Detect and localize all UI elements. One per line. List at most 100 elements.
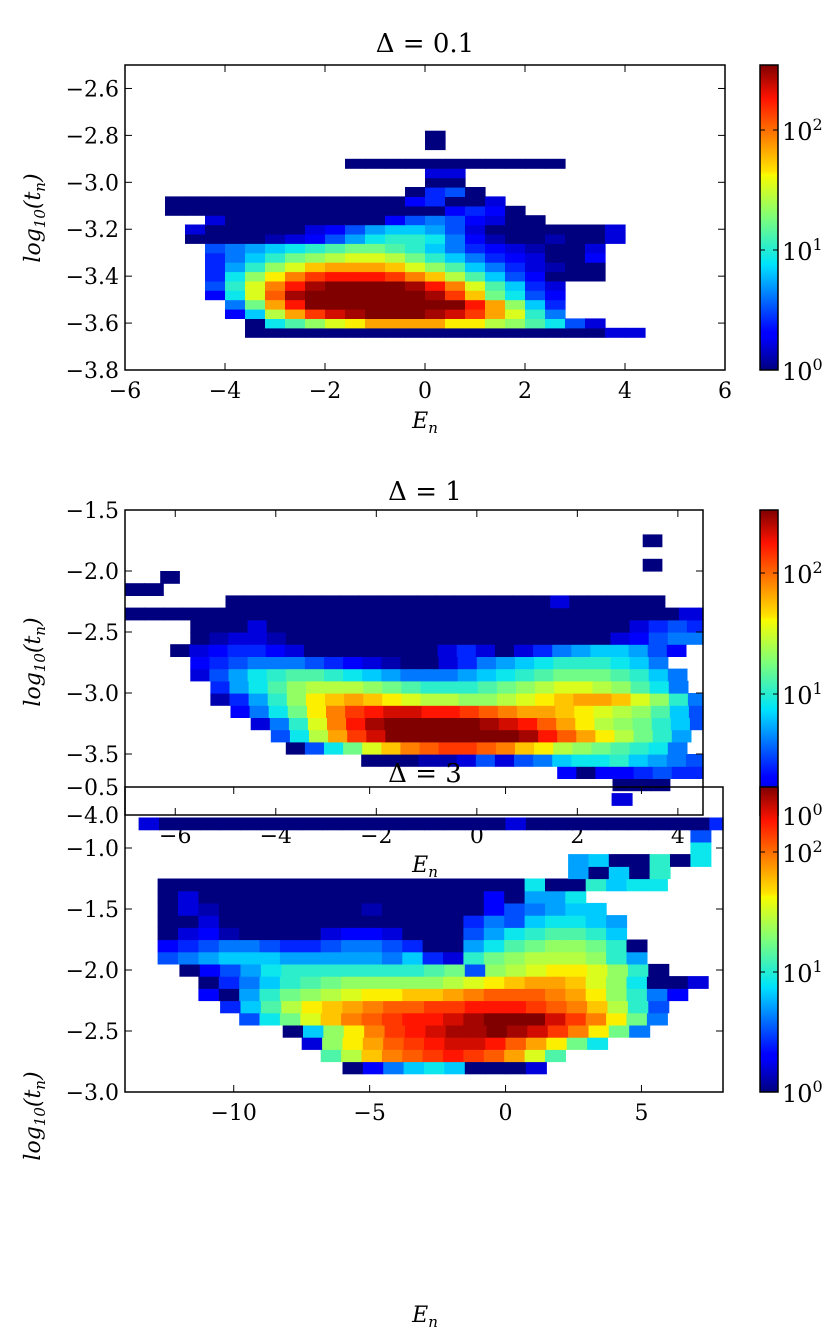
heatmap-cell xyxy=(671,729,692,743)
heatmap-cell xyxy=(247,668,268,682)
heatmap-cell xyxy=(259,878,281,892)
heatmap-cell xyxy=(613,717,634,731)
heatmap-cell xyxy=(385,729,406,743)
heatmap-cell xyxy=(225,224,246,235)
heatmap-cell xyxy=(667,619,688,633)
heatmap-cell xyxy=(690,841,712,855)
heatmap-cell xyxy=(325,309,346,319)
heatmap-cell xyxy=(405,187,426,197)
heatmap-cell xyxy=(385,252,406,263)
heatmap-cell xyxy=(591,656,612,670)
y-tick-label: −3.6 xyxy=(66,312,119,337)
heatmap-cell xyxy=(525,243,546,254)
heatmap-cell xyxy=(246,644,267,657)
heatmap-cell xyxy=(381,988,403,1002)
heatmap-cell xyxy=(420,693,441,706)
heatmap-cell xyxy=(504,976,526,989)
heatmap-cell xyxy=(649,693,670,706)
heatmap-cell xyxy=(525,1037,547,1050)
heatmap-cell xyxy=(438,741,459,755)
heatmap-cell xyxy=(179,817,201,831)
y-tick-label: −4.0 xyxy=(66,804,119,829)
heatmap-cell xyxy=(465,262,486,273)
y-tick-label: −3.0 xyxy=(66,1081,119,1106)
y-tick-label: −2.5 xyxy=(66,621,119,646)
heatmap-cell xyxy=(399,644,420,657)
heatmap-cell xyxy=(592,693,613,706)
heatmap-cell xyxy=(633,766,654,779)
heatmap-cell xyxy=(263,595,284,609)
heatmap-cell xyxy=(240,963,262,977)
heatmap-cell xyxy=(362,1037,384,1050)
heatmap-cell xyxy=(483,1049,505,1063)
heatmap-cell xyxy=(591,619,612,633)
heatmap-cell xyxy=(626,1012,648,1026)
heatmap-cell xyxy=(425,205,446,216)
heatmap-cell xyxy=(524,878,546,892)
heatmap-cell xyxy=(626,976,648,989)
heatmap-cell xyxy=(341,939,363,953)
heatmap-cell xyxy=(198,988,220,1002)
heatmap-cell xyxy=(245,215,266,226)
heatmap-cell xyxy=(545,318,566,329)
heatmap-cell xyxy=(277,607,298,621)
heatmap-cell xyxy=(424,1061,445,1075)
heatmap-cell xyxy=(205,196,226,207)
heatmap-cell xyxy=(269,717,290,731)
heatmap-cell xyxy=(324,741,344,755)
heatmap-cell xyxy=(320,988,342,1002)
heatmap-cell xyxy=(648,668,669,682)
heatmap-cell xyxy=(285,271,306,282)
heatmap-cell xyxy=(385,158,406,169)
heatmap-cell xyxy=(304,741,325,755)
heatmap-cell xyxy=(402,705,423,718)
heatmap-cell xyxy=(465,309,486,319)
heatmap-cell xyxy=(190,668,210,682)
heatmap-cell xyxy=(144,583,164,596)
heatmap-cell xyxy=(259,951,281,965)
heatmap-cell xyxy=(361,915,383,928)
heatmap-cell xyxy=(483,951,505,965)
heatmap-cell xyxy=(265,224,286,235)
heatmap-cell xyxy=(259,1012,281,1026)
heatmap-cell xyxy=(610,741,631,755)
heatmap-cell xyxy=(400,741,421,755)
heatmap-cell xyxy=(245,280,266,291)
heatmap-cell xyxy=(305,680,326,694)
heatmap-cell xyxy=(648,656,669,670)
heatmap-cell xyxy=(385,243,406,254)
heatmap-cell xyxy=(445,271,466,282)
heatmap-cell xyxy=(648,619,669,633)
heatmap-cell xyxy=(519,729,539,743)
heatmap-cell xyxy=(524,890,546,904)
heatmap-cell xyxy=(445,299,466,310)
heatmap-cell xyxy=(402,927,424,941)
heatmap-cell xyxy=(260,817,282,831)
heatmap-cell xyxy=(485,205,506,216)
heatmap-cell xyxy=(425,280,446,291)
heatmap-cell xyxy=(361,988,383,1002)
heatmap-cell xyxy=(405,205,426,216)
heatmap-cell xyxy=(566,963,588,977)
heatmap-cell xyxy=(627,817,649,831)
heatmap-cell xyxy=(347,729,367,743)
heatmap-cell xyxy=(608,854,630,867)
heatmap-cell xyxy=(505,318,526,329)
heatmap-cell xyxy=(239,976,261,989)
heatmap-cell xyxy=(538,729,558,743)
heatmap-cell xyxy=(565,939,587,953)
panel-3-xlabel: En xyxy=(411,1303,438,1329)
heatmap-cell xyxy=(267,680,288,694)
heatmap-cell xyxy=(365,224,386,235)
panel-1-cells xyxy=(165,130,646,338)
heatmap-cell xyxy=(445,309,466,319)
heatmap-cell xyxy=(218,927,240,941)
heatmap-cell xyxy=(525,215,546,226)
heatmap-cell xyxy=(457,632,478,645)
heatmap-cell xyxy=(438,668,459,682)
heatmap-cell xyxy=(239,1012,261,1026)
heatmap-cell xyxy=(301,1000,323,1014)
heatmap-cell xyxy=(285,318,306,329)
heatmap-cell xyxy=(505,817,527,831)
heatmap-cell xyxy=(260,1000,282,1014)
